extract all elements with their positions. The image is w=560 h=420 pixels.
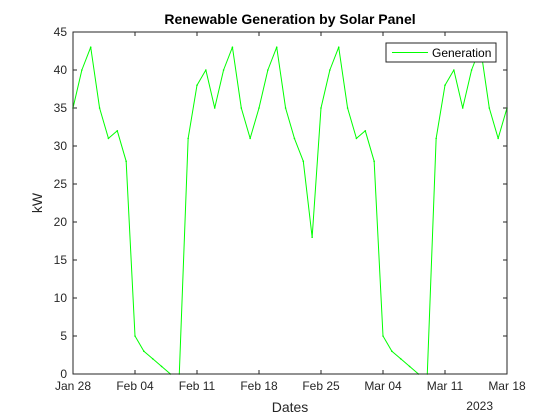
- x-tick-label: Feb 04: [116, 379, 154, 393]
- y-tick-label: 15: [54, 253, 68, 267]
- data-point: [488, 107, 491, 109]
- data-point: [258, 107, 260, 109]
- data-point: [205, 69, 207, 71]
- legend-label: Generation: [432, 46, 491, 60]
- data-point: [435, 137, 437, 140]
- data-point: [399, 358, 402, 360]
- data-point: [470, 69, 473, 71]
- data-point: [320, 107, 322, 109]
- data-point: [337, 46, 340, 48]
- x-tick-label: Mar 11: [427, 379, 464, 393]
- plot-area: [73, 32, 507, 374]
- data-point: [81, 69, 83, 71]
- data-point: [444, 84, 446, 86]
- data-point: [116, 130, 119, 132]
- x-axis-year-label: 2023: [466, 399, 493, 413]
- data-point: [267, 69, 269, 71]
- y-tick-label: 35: [54, 101, 68, 115]
- chart-title: Renewable Generation by Solar Panel: [164, 11, 415, 27]
- data-point: [143, 350, 145, 353]
- x-tick-label: Feb 25: [302, 379, 340, 393]
- y-tick-label: 30: [54, 139, 68, 153]
- data-point: [98, 107, 101, 109]
- data-point: [89, 46, 92, 48]
- y-tick-label: 40: [54, 63, 68, 77]
- data-point: [222, 69, 225, 71]
- data-point: [284, 107, 287, 109]
- data-point: [391, 350, 393, 353]
- data-point: [187, 137, 189, 140]
- data-point: [382, 335, 384, 337]
- legend-box: [385, 42, 497, 63]
- data-point: [408, 365, 411, 368]
- x-tick-label: Feb 11: [179, 379, 216, 393]
- axes: [72, 31, 508, 375]
- data-point: [302, 160, 305, 162]
- data-point: [355, 137, 358, 140]
- data-point: [275, 46, 278, 48]
- y-tick-label: 0: [60, 367, 67, 381]
- x-axis-label: Dates: [272, 399, 309, 415]
- data-point: [160, 365, 163, 368]
- data-point: [329, 69, 331, 71]
- legend: Generation: [385, 42, 497, 63]
- data-point: [346, 107, 349, 109]
- x-tick-label: Feb 18: [240, 379, 278, 393]
- axis-ticks: 0 5 10 15 20 25 30 35 40 45 Jan 28 Feb 04 Feb 11 Feb …: [54, 25, 526, 393]
- data-point: [151, 358, 154, 360]
- series-line-generation: [72, 46, 508, 375]
- x-tick-label: Mar 04: [364, 379, 402, 393]
- data-point: [311, 236, 313, 238]
- data-point: [231, 46, 234, 48]
- y-tick-label: 45: [54, 25, 68, 39]
- axes-box: [72, 31, 508, 375]
- data-point: [249, 137, 251, 140]
- y-tick-label: 5: [60, 329, 67, 343]
- x-tick-label: Mar 18: [488, 379, 526, 393]
- data-point: [497, 137, 499, 140]
- y-tick-label: 25: [54, 177, 68, 191]
- y-tick-label: 20: [54, 215, 68, 229]
- data-point: [196, 84, 198, 86]
- data-point: [107, 137, 110, 140]
- data-point: [461, 107, 464, 109]
- data-point: [453, 69, 455, 71]
- data-point: [134, 335, 136, 337]
- series-layer: [72, 46, 508, 375]
- data-point: [364, 130, 367, 132]
- data-point: [213, 107, 216, 109]
- data-point: [125, 160, 127, 162]
- y-axis-label: kW: [29, 192, 45, 213]
- data-point: [240, 107, 243, 109]
- y-tick-label: 10: [54, 291, 68, 305]
- x-tick-label: Jan 28: [55, 379, 91, 393]
- data-point: [373, 160, 375, 162]
- data-point: [293, 137, 296, 140]
